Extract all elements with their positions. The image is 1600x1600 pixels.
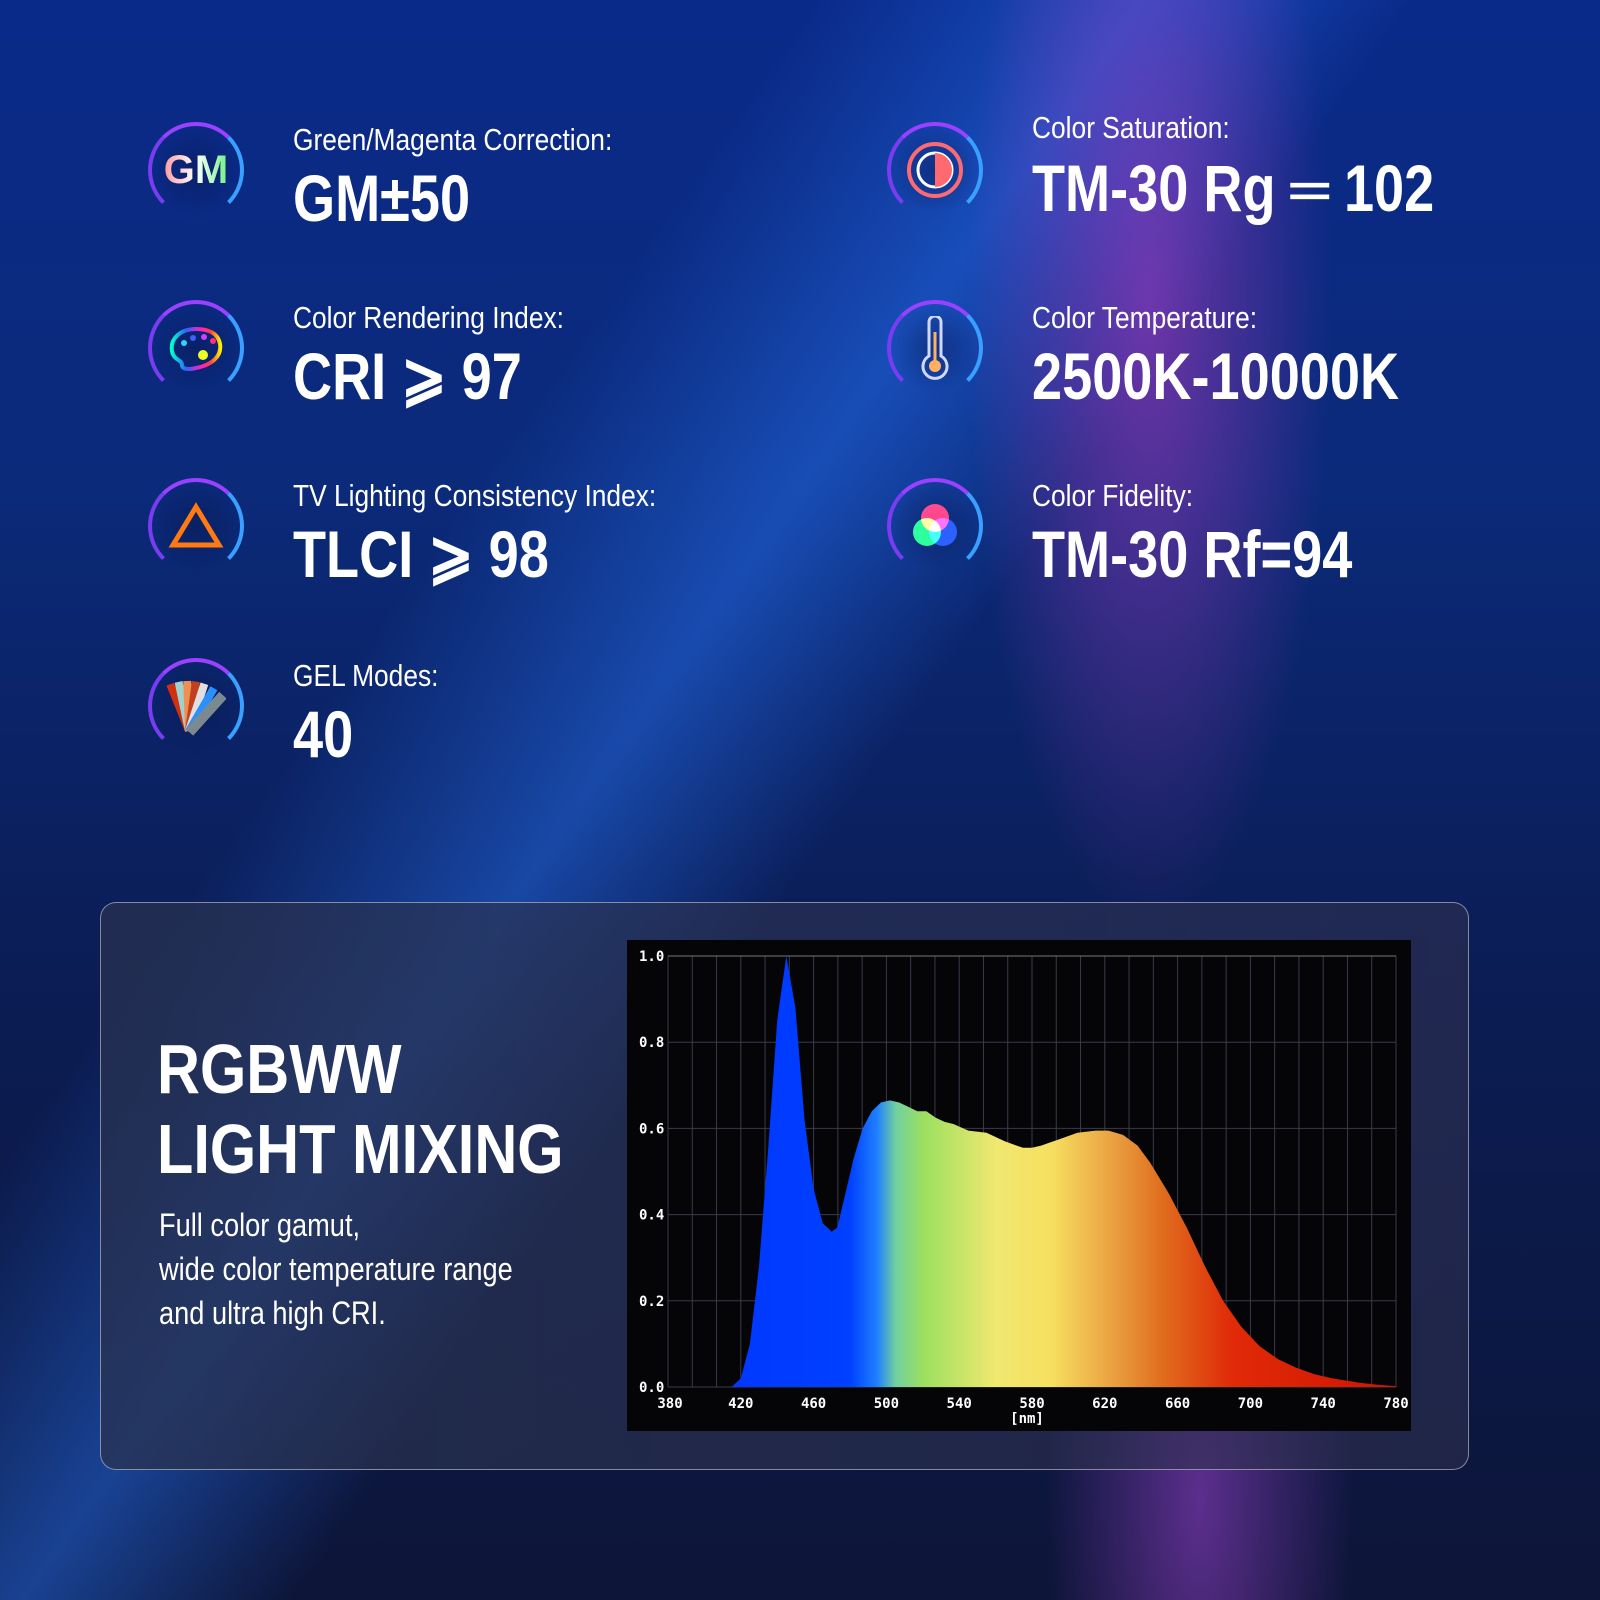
panel-title-line2: LIGHT MIXING xyxy=(157,1110,564,1188)
x-tick-label: 500 xyxy=(874,1396,899,1412)
feature-value: 2500K-10000K xyxy=(1032,339,1400,413)
feature-value: GM±50 xyxy=(293,161,471,235)
spectrum-svg: 0.0 0.2 0.4 0.6 0.8 1.0 380 420 460 500 540 580 620 6… xyxy=(639,949,1409,1427)
feature-label: Color Rendering Index: xyxy=(293,300,564,335)
feature-value: CRI ⩾ 97 xyxy=(293,339,522,413)
y-tick-label: 0.2 xyxy=(639,1294,664,1310)
spectrum-chart: 0.0 0.2 0.4 0.6 0.8 1.0 380 420 460 500 540 580 620 6… xyxy=(627,940,1411,1431)
icon-ring xyxy=(887,122,983,218)
feature-value: TM-30 Rf=94 xyxy=(1032,517,1353,591)
x-tick-label: 460 xyxy=(801,1396,826,1412)
rgb-circles-icon xyxy=(887,478,983,574)
feature-label: Color Fidelity: xyxy=(1032,478,1194,513)
x-tick-label: 540 xyxy=(947,1396,972,1412)
x-tick-label: 420 xyxy=(728,1396,753,1412)
icon-ring xyxy=(148,122,244,218)
desc-line: Full color gamut, xyxy=(159,1207,361,1243)
feature-value: TLCI ⩾ 98 xyxy=(293,517,549,591)
feature-label: TV Lighting Consistency Index: xyxy=(293,478,657,513)
y-tick-label: 0.8 xyxy=(639,1035,664,1051)
panel-description: Full color gamut, wide color temperature… xyxy=(159,1203,513,1335)
feature-value: TM-30 Rg ═ 102 xyxy=(1032,151,1435,225)
feature-label: GEL Modes: xyxy=(293,658,439,693)
feature-label: Color Temperature: xyxy=(1032,300,1258,335)
gm-icon: GM xyxy=(163,147,229,192)
gel-swatch-icon xyxy=(148,658,244,754)
x-axis-label: [nm] xyxy=(1010,1411,1044,1427)
desc-line: and ultra high CRI. xyxy=(159,1295,386,1331)
y-tick-label: 0.0 xyxy=(639,1380,664,1396)
x-tick-label: 660 xyxy=(1165,1396,1190,1412)
x-tick-label: 580 xyxy=(1019,1396,1044,1412)
panel-title-line1: RGBWW xyxy=(157,1030,402,1108)
y-tick-label: 1.0 xyxy=(639,949,664,965)
y-tick-label: 0.6 xyxy=(639,1121,664,1137)
x-tick-label: 780 xyxy=(1383,1396,1408,1412)
y-tick-label: 0.4 xyxy=(639,1208,664,1224)
saturation-icon xyxy=(887,122,983,218)
spectrum-area xyxy=(668,956,1396,1387)
x-tick-label: 740 xyxy=(1311,1396,1336,1412)
x-tick-label: 700 xyxy=(1238,1396,1263,1412)
feature-label: Green/Magenta Correction: xyxy=(293,122,613,157)
triangle-icon xyxy=(148,478,244,574)
desc-line: wide color temperature range xyxy=(159,1251,513,1287)
x-tick-label: 380 xyxy=(657,1396,682,1412)
x-tick-label: 620 xyxy=(1092,1396,1117,1412)
palette-icon xyxy=(148,300,244,396)
feature-label: Color Saturation: xyxy=(1032,110,1230,145)
feature-value: 40 xyxy=(293,697,354,771)
icon-ring xyxy=(148,478,244,574)
icon-ring xyxy=(148,300,244,396)
thermometer-icon xyxy=(887,300,983,396)
